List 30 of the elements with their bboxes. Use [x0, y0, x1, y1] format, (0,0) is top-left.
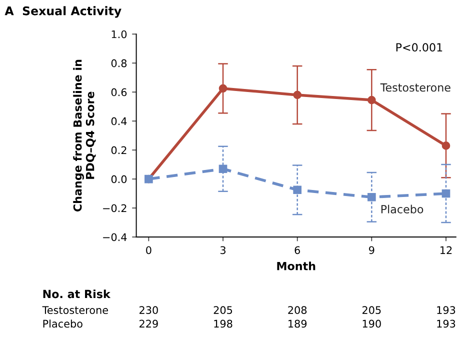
point: [293, 90, 302, 100]
x-tick-label: 9: [369, 246, 374, 254]
chart-title: A Sexual Activity: [4, 6, 122, 18]
point: [218, 84, 228, 93]
point: [218, 164, 228, 174]
x-tick-label: 0: [146, 246, 152, 254]
annotation: P<0.001: [396, 43, 442, 52]
y-tick-label: 0.0: [111, 175, 127, 184]
x-axis-title: Month: [277, 262, 316, 270]
y-tick-label: 0.2: [111, 146, 126, 154]
point: [293, 186, 302, 194]
point: [442, 142, 450, 150]
x-tick-label: 12: [440, 246, 452, 254]
x-tick-label: 3: [220, 246, 226, 254]
text: Testosterone 230 205 208 205 193: [42, 306, 456, 314]
text: No. at Risk: [43, 290, 111, 298]
x-tick-label: 6: [294, 246, 300, 254]
point: [367, 192, 376, 202]
text: Placebo 229 198 189 190 193: [43, 320, 456, 328]
y-axis-title: Change from Baseline in PDQ–Q4 Score: [73, 60, 96, 212]
series-label: Placebo: [381, 204, 424, 214]
y-tick-label: 0.4: [111, 117, 127, 126]
series-label: Testosterone: [380, 83, 450, 92]
y-tick-label: 1.0: [112, 30, 127, 38]
point: [367, 96, 376, 104]
y-tick-label: 0.6: [111, 88, 127, 96]
point: [442, 189, 450, 198]
y-tick-label: 0.8: [111, 59, 127, 68]
y-tick-label: −0.2: [103, 204, 126, 212]
y-tick-label: −0.4: [103, 233, 127, 242]
